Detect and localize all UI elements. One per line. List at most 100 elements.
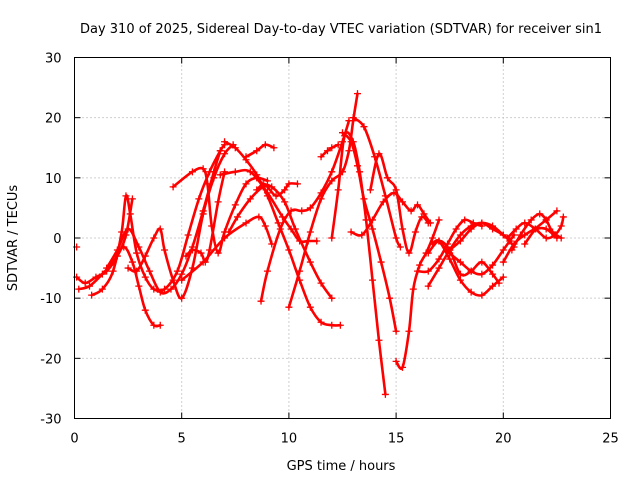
data-point — [261, 222, 269, 230]
data-point — [169, 276, 177, 284]
data-point — [274, 219, 282, 227]
data-point — [120, 243, 128, 251]
data-point — [285, 180, 293, 188]
data-point — [424, 249, 432, 257]
y-tick-label: 30 — [45, 52, 62, 67]
data-point — [270, 144, 278, 152]
data-point — [161, 246, 169, 254]
data-point — [195, 195, 203, 203]
data-point — [516, 231, 524, 239]
data-point — [446, 246, 454, 254]
data-point — [317, 318, 325, 326]
data-point — [253, 186, 261, 194]
data-point — [133, 267, 141, 275]
data-point — [347, 228, 355, 236]
data-point — [435, 264, 443, 272]
data-point — [317, 195, 325, 203]
data-point — [182, 252, 190, 260]
trace-group — [178, 213, 276, 284]
trace-line — [319, 143, 340, 159]
data-point — [178, 276, 186, 284]
data-point — [122, 192, 130, 200]
data-point — [405, 327, 413, 335]
data-point — [366, 186, 374, 194]
data-point — [360, 123, 368, 131]
data-point — [559, 213, 567, 221]
data-point — [414, 201, 422, 209]
data-point — [489, 261, 497, 269]
data-point — [203, 180, 211, 188]
data-point — [362, 216, 370, 224]
data-point — [499, 273, 507, 281]
trace-group — [366, 150, 432, 257]
trace-group — [521, 207, 561, 248]
trace-group — [339, 129, 400, 335]
data-point — [360, 195, 368, 203]
data-point — [542, 225, 550, 233]
data-point — [98, 285, 106, 293]
trace-line — [244, 143, 276, 159]
data-point — [499, 231, 507, 239]
data-point — [253, 171, 261, 179]
data-point — [156, 321, 164, 329]
data-point — [328, 294, 336, 302]
trace-group — [169, 165, 271, 257]
data-point — [354, 162, 362, 170]
data-point — [542, 234, 550, 242]
data-point — [141, 306, 149, 314]
trace-group — [446, 219, 507, 254]
x-axis-label: GPS time / hours — [287, 459, 396, 474]
data-point — [384, 174, 392, 182]
data-point — [86, 282, 94, 290]
data-point — [253, 147, 261, 155]
trace-group — [124, 141, 237, 302]
data-point — [296, 237, 304, 245]
data-point — [456, 231, 464, 239]
data-point — [345, 147, 353, 155]
data-point — [489, 270, 497, 278]
data-point — [169, 183, 177, 191]
data-point — [390, 189, 398, 197]
data-point — [392, 234, 400, 242]
data-point — [553, 207, 561, 215]
data-point — [392, 357, 400, 365]
data-point — [103, 264, 111, 272]
data-point — [328, 144, 336, 152]
data-point — [167, 285, 175, 293]
data-point — [210, 174, 218, 182]
data-point — [214, 249, 222, 257]
data-point — [306, 228, 314, 236]
data-point — [263, 267, 271, 275]
data-point — [456, 270, 464, 278]
data-point — [489, 282, 497, 290]
data-point — [461, 216, 469, 224]
data-point — [272, 192, 280, 200]
data-point — [446, 255, 454, 263]
data-point — [420, 210, 428, 218]
data-point — [206, 246, 214, 254]
data-point — [435, 255, 443, 263]
data-point — [178, 270, 186, 278]
data-point — [285, 303, 293, 311]
data-point — [386, 294, 394, 302]
data-point — [375, 150, 383, 158]
data-point — [113, 246, 121, 254]
data-point — [306, 204, 314, 212]
data-point — [124, 264, 132, 272]
trace-line — [77, 245, 162, 328]
data-point — [392, 327, 400, 335]
data-point — [504, 234, 512, 242]
data-point — [135, 243, 143, 251]
data-point — [478, 219, 486, 227]
data-point — [381, 390, 389, 398]
data-point — [375, 336, 383, 344]
trace-line — [349, 191, 432, 237]
trace-group — [392, 216, 443, 371]
data-point — [133, 249, 141, 257]
data-point — [334, 141, 342, 149]
data-point — [349, 114, 357, 122]
data-point — [317, 279, 325, 287]
x-tick-label: 10 — [281, 432, 298, 447]
